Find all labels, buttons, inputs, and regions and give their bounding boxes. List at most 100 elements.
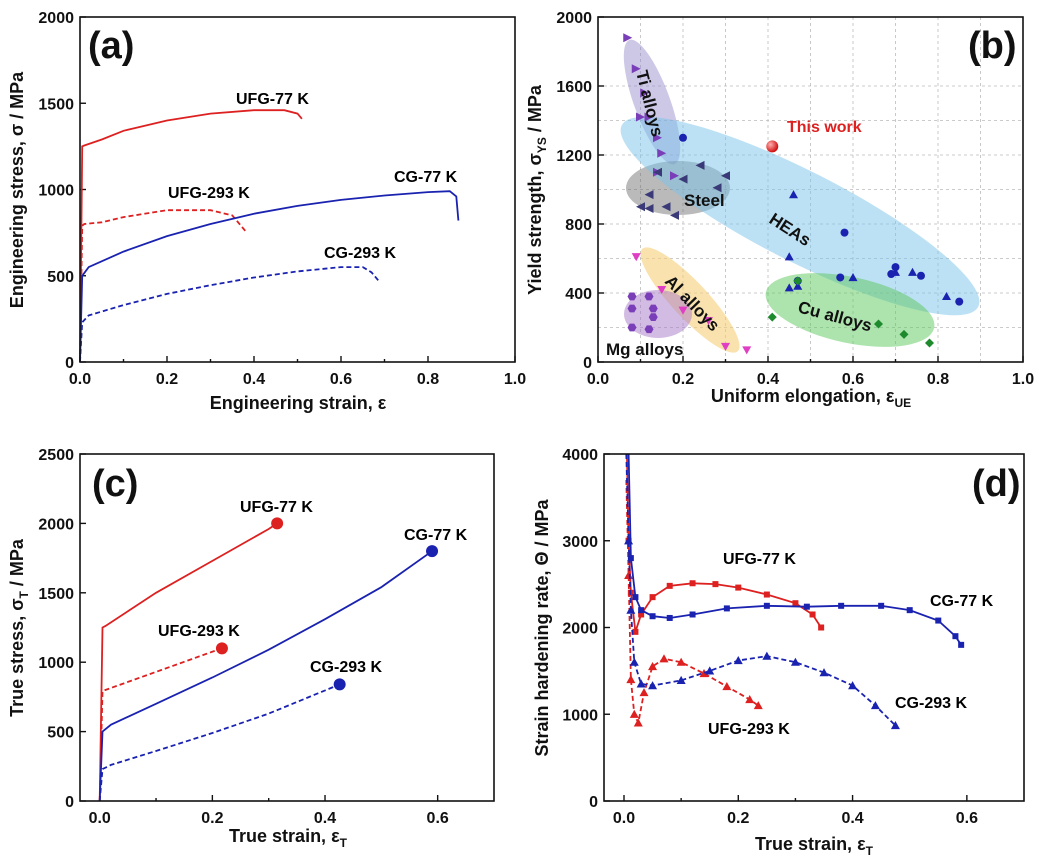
panel-d-point-cg-293-k [790, 657, 800, 666]
panel-d-point-cg-293-k [890, 721, 900, 730]
panel-b-point-heas [848, 272, 858, 282]
panel-d-point-ufg-77-k [792, 600, 799, 607]
panel-a-ytick-label: 1000 [38, 183, 74, 200]
panel-c-ytick-label: 1500 [38, 586, 74, 603]
panel-b-point-heas [942, 291, 951, 301]
panel-b-point-cu-alloys [793, 276, 803, 286]
panel-b-point-mg-alloys [627, 292, 637, 301]
panel-c-endpoint-cg-293-k [333, 678, 346, 691]
panel-c-endpoint-ufg-293-k [215, 642, 228, 655]
panel-d-point-ufg-77-k [666, 582, 673, 589]
panel-d-point-ufg-293-k [624, 570, 634, 580]
panel-b-point-ti-alloys [670, 171, 679, 181]
panel-b-point-steel [661, 202, 671, 212]
panel-d-curve-ufg-77-k [626, 453, 822, 633]
panel-b-point-steel [678, 174, 688, 184]
panel-d-ytick-label: 3000 [562, 534, 598, 551]
panel-b-point-ti-alloys [653, 133, 662, 143]
panel-b-plot-area [597, 16, 1024, 363]
panel-d-point-cg-77-k [958, 641, 965, 648]
panel-d-point-cg-77-k [666, 614, 673, 621]
panel-d-point-cg-77-k [638, 607, 645, 614]
panel-b-xtick-label: 0.0 [587, 371, 609, 388]
panel-b-point-cu-alloys [925, 338, 934, 348]
panel-d-xtick-label: 0.4 [841, 810, 863, 827]
panel-b: 0.0 0.2 0.4 0.6 0.8 1.0 0 400 800 1200 1600 2000 (b… [525, 10, 1034, 410]
panel-d-point-ufg-293-k [629, 709, 639, 718]
panel-d-point-cg-77-k [763, 602, 770, 609]
panel-d-label: (d) [972, 463, 1021, 505]
panel-b-ytick-label: 800 [565, 217, 592, 234]
panel-d-curve-ufg-293-k [625, 479, 759, 726]
panel-c-xtick-label: 0.2 [201, 810, 223, 827]
panel-b-point-steel [712, 183, 722, 193]
panel-c-anno-cg77: CG-77 K [404, 527, 468, 544]
panel-d-xtick-label: 0.0 [613, 810, 635, 827]
panel-c-xlabel: True strain, εT [229, 826, 348, 850]
panel-d-point-cg-293-k [762, 651, 772, 660]
panel-d-point-ufg-293-k [676, 657, 686, 666]
panel-d-ytick-label: 4000 [562, 447, 598, 464]
panel-d-point-cg-293-k [676, 675, 686, 685]
label-mg-alloys: Mg alloys [606, 340, 683, 359]
panel-d-point-cg-77-k [689, 611, 696, 618]
panel-d-anno-cg77: CG-77 K [930, 593, 994, 610]
panel-d-point-ufg-293-k [753, 701, 763, 710]
panel-c-xtick-label: 0.6 [427, 810, 449, 827]
panel-b-ylabel: Yield strength, σYS / MPa [525, 84, 549, 295]
panel-d-point-cg-293-k [629, 657, 639, 666]
panel-a-curve-cg-77-k [79, 190, 460, 363]
panel-b-ytick-label: 1600 [556, 79, 592, 96]
panel-b-point-steel [644, 190, 654, 200]
panel-a-anno-cg293: CG-293 K [324, 245, 396, 262]
panel-a-anno-ufg293: UFG-293 K [168, 185, 250, 202]
region-cu-alloys [765, 273, 935, 347]
panel-b-point-mg-alloys [627, 304, 637, 313]
panel-d-point-ufg-293-k [722, 681, 732, 691]
panel-b-point-ti-alloys [657, 148, 667, 158]
panel-b-point-heas [784, 283, 794, 292]
panel-b-point-mg-alloys [644, 292, 654, 301]
panel-a: 0.0 0.2 0.4 0.6 0.8 1.0 0 500 1000 1500 2000 (a) U… [7, 10, 526, 413]
panel-b-point-cu-alloys [899, 329, 909, 339]
panel-c-xtick-label: 0.0 [89, 810, 111, 827]
panel-b-point-ti-alloys [644, 112, 654, 122]
panel-d-point-ufg-77-k [763, 591, 770, 598]
panel-b-point-steel [653, 167, 662, 177]
panel-b-point-heas [679, 133, 687, 142]
panel-c-plot-area [79, 453, 495, 802]
panel-b-point-ti-alloys [631, 64, 641, 74]
panel-a-curve-ufg-77-k [79, 109, 303, 363]
panel-b-point-this-work [766, 140, 779, 153]
panel-b-point-ti-alloys [640, 88, 650, 98]
panel-d-xlabel: True strain, εT [755, 834, 874, 858]
panel-c-anno-ufg77: UFG-77 K [240, 499, 313, 516]
panel-c-anno-ufg293: UFG-293 K [158, 623, 240, 640]
panel-a-anno-cg77: CG-77 K [394, 169, 458, 186]
panel-b-point-heas [784, 252, 794, 261]
panel-d-curve-cg-77-k [627, 453, 962, 646]
panel-d-point-cg-77-k [878, 602, 885, 609]
panel-b-regions [620, 39, 980, 353]
panel-b-point-heas [887, 270, 896, 279]
panel-b-point-steel [644, 203, 654, 213]
panel-b-point-ti-alloys [636, 112, 645, 122]
panel-b-ytick-label: 2000 [556, 10, 592, 27]
panel-a-anno-ufg77: UFG-77 K [236, 91, 309, 108]
panel-b-point-al-alloys [631, 253, 641, 262]
panel-d-point-cg-77-k [935, 617, 942, 624]
panel-b-point-heas [836, 273, 845, 282]
panel-d-point-ufg-77-k [809, 611, 816, 618]
panel-d-point-cg-293-k [636, 679, 646, 688]
panel-b-point-mg-alloys [648, 313, 658, 322]
panel-d-point-ufg-293-k [659, 654, 669, 663]
panel-d-point-ufg-77-k [818, 624, 825, 631]
panel-c: 0.0 0.2 0.4 0.6 0 500 1000 1500 2000 2500 (c) UFG… [7, 447, 495, 850]
panel-d-ylabel: Strain hardening rate, Θ / MPa [532, 498, 552, 756]
panel-d-point-cg-77-k [632, 594, 639, 601]
panel-c-endpoint-cg-77-k [426, 545, 439, 558]
panel-d-point-ufg-77-k [689, 580, 696, 587]
panel-b-point-mg-alloys [644, 325, 654, 334]
panel-c-label: (c) [92, 463, 138, 505]
label-this-work: This work [787, 119, 862, 136]
